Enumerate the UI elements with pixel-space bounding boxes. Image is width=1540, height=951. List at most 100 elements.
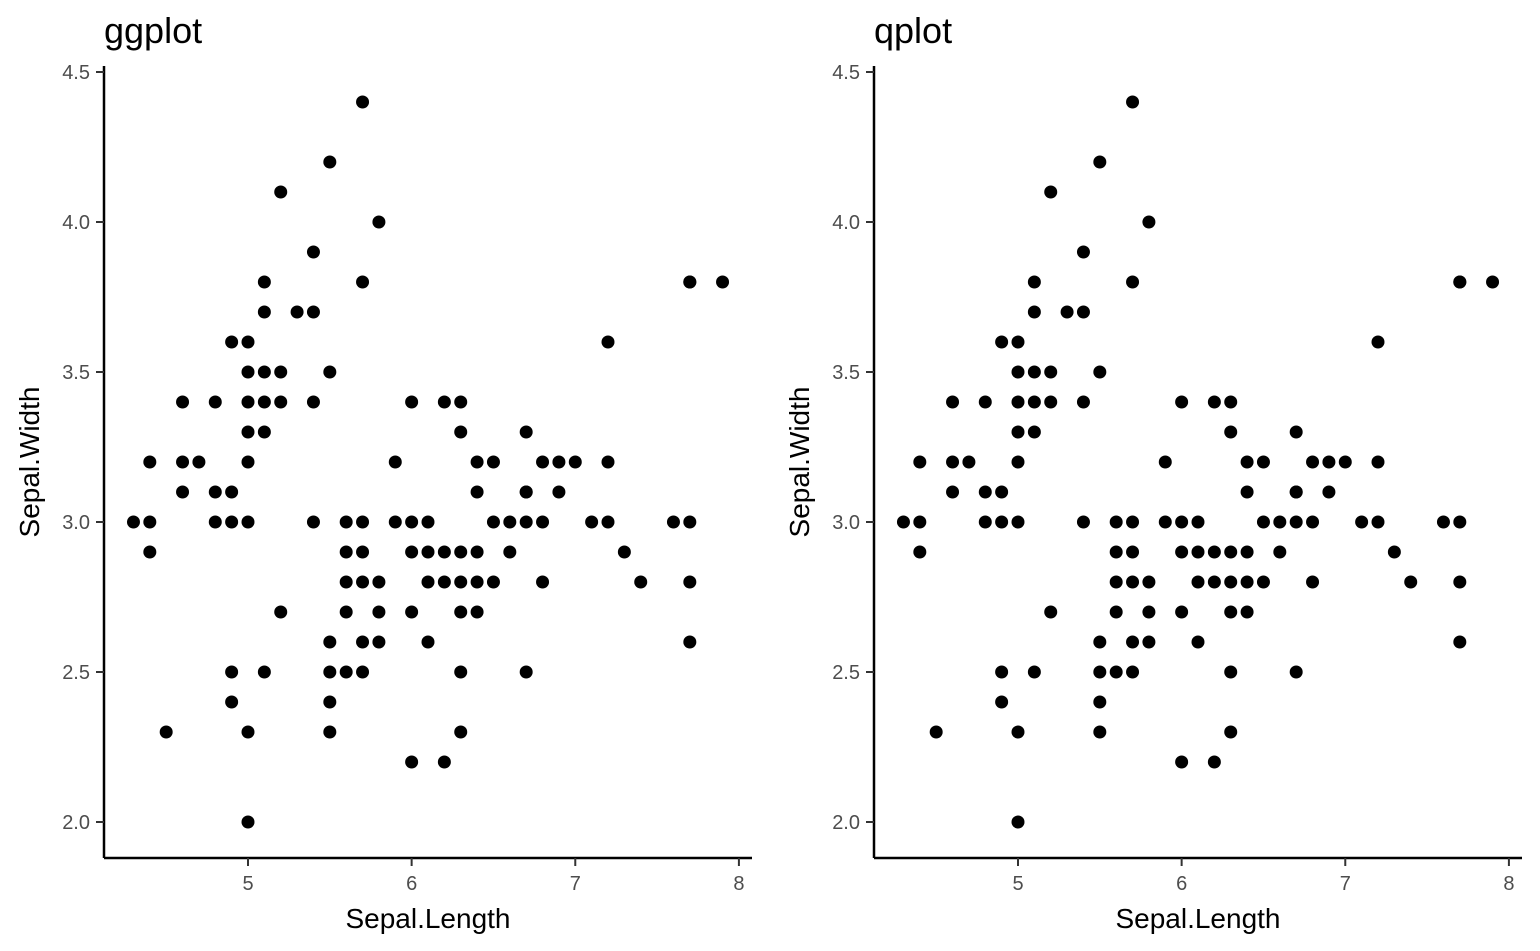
ggplot-data-point [323,695,337,709]
ggplot-data-point [486,455,500,469]
qplot-data-point [1207,545,1221,559]
ggplot-data-point [421,575,435,589]
ggplot-data-point [257,395,271,409]
qplot-data-point [1142,215,1156,229]
ggplot-data-point [470,545,484,559]
qplot-data-point [1224,605,1238,619]
qplot-data-point [1027,275,1041,289]
qplot-data-point [1175,545,1189,559]
qplot-data-point [995,515,1009,529]
qplot-data-point [1011,365,1025,379]
qplot-data-point [913,455,927,469]
ggplot-data-point [208,515,222,529]
qplot-data-point [1011,455,1025,469]
ggplot-data-point [683,575,697,589]
qplot-data-point [1322,455,1336,469]
qplot-points [896,95,1500,829]
qplot-data-point [1093,665,1107,679]
ggplot-data-point [159,725,173,739]
qplot-data-point [1256,455,1270,469]
ggplot-data-point [421,515,435,529]
qplot-data-point [1224,665,1238,679]
qplot-data-point [1387,545,1401,559]
ggplot-data-point [323,365,337,379]
ggplot-data-point [601,455,615,469]
qplot-data-point [946,455,960,469]
qplot-data-point [1126,575,1140,589]
ggplot-data-point [306,245,320,259]
ggplot-data-point [454,725,468,739]
ggplot-y-tick-label: 4.0 [62,212,90,234]
ggplot-data-point [241,815,255,829]
qplot-data-point [946,395,960,409]
qplot-data-point [1175,515,1189,529]
ggplot-data-point [323,635,337,649]
qplot-data-point [1109,665,1123,679]
ggplot-data-point [372,215,386,229]
ggplot-data-point [323,725,337,739]
ggplot-y-tick-label: 2.5 [62,662,90,684]
ggplot-data-point [323,155,337,169]
ggplot-data-point [601,515,615,529]
ggplot-data-point [274,605,288,619]
ggplot-data-point [470,485,484,499]
qplot-data-point [1273,545,1287,559]
qplot-data-point [1240,605,1254,619]
ggplot-data-point [716,275,730,289]
qplot-data-point [1011,395,1025,409]
ggplot-data-point [388,515,402,529]
qplot-data-point [1436,515,1450,529]
qplot-x-tick-label: 6 [1176,873,1187,895]
qplot-data-point [995,665,1009,679]
ggplot-data-point [486,575,500,589]
qplot-x-tick-label: 8 [1503,873,1514,895]
ggplot-data-point [503,545,517,559]
qplot-y-tick-label: 2.5 [832,662,860,684]
qplot-data-point [1060,305,1074,319]
qplot-data-point [1027,365,1041,379]
ggplot-data-point [437,395,451,409]
ggplot-data-point [225,695,239,709]
qplot-data-point [1453,275,1467,289]
ggplot-data-point [339,545,353,559]
ggplot-data-point [176,395,190,409]
ggplot-data-point [405,755,419,769]
ggplot-data-point [126,515,140,529]
ggplot-data-point [274,365,288,379]
ggplot-title: ggplot [104,10,202,51]
ggplot-data-point [519,665,533,679]
ggplot-ticks: 5 6 7 8 2.0 2.5 3.0 3.5 4.0 4.5 [62,62,744,895]
qplot-data-point [1142,635,1156,649]
ggplot-data-point [241,335,255,349]
ggplot-data-point [372,635,386,649]
ggplot-data-point [519,485,533,499]
ggplot-data-point [683,275,697,289]
qplot-data-point [946,485,960,499]
ggplot-data-point [437,755,451,769]
qplot-data-point [1338,455,1352,469]
qplot-data-point [1109,545,1123,559]
qplot-data-point [1011,335,1025,349]
ggplot-data-point [683,635,697,649]
qplot-panel: qplot Sepal.Length Sepal.Width 5 6 7 8 2.0 2.… [784,10,1522,934]
ggplot-data-point [192,455,206,469]
ggplot-data-point [257,425,271,439]
qplot-x-axis-title: Sepal.Length [1115,903,1280,934]
qplot-y-tick-label: 2.0 [832,812,860,834]
qplot-data-point [1240,455,1254,469]
qplot-data-point [1126,635,1140,649]
ggplot-data-point [241,455,255,469]
ggplot-data-point [306,395,320,409]
qplot-x-tick-label: 7 [1340,873,1351,895]
ggplot-data-point [519,515,533,529]
qplot-data-point [1158,515,1172,529]
ggplot-data-point [176,485,190,499]
qplot-data-point [978,515,992,529]
ggplot-data-point [225,665,239,679]
ggplot-data-point [339,575,353,589]
qplot-ticks: 5 6 7 8 2.0 2.5 3.0 3.5 4.0 4.5 [832,62,1514,895]
ggplot-data-point [356,635,370,649]
qplot-data-point [1175,395,1189,409]
ggplot-data-point [306,305,320,319]
qplot-data-point [995,485,1009,499]
